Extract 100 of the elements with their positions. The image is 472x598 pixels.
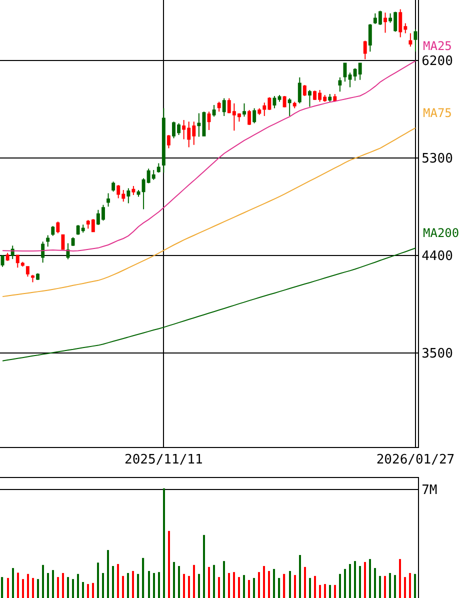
bar bbox=[42, 564, 44, 598]
bar bbox=[7, 578, 9, 598]
y-tick-label: 5300 bbox=[422, 151, 453, 166]
bar bbox=[399, 559, 401, 598]
bar bbox=[158, 572, 160, 598]
bar bbox=[27, 574, 29, 598]
candlestick bbox=[212, 104, 216, 118]
bar bbox=[82, 582, 84, 598]
bar bbox=[379, 576, 381, 598]
bar bbox=[253, 578, 255, 598]
bar bbox=[364, 562, 366, 598]
bar bbox=[163, 488, 165, 598]
bar bbox=[1, 577, 4, 598]
bar bbox=[228, 573, 230, 598]
candlestick bbox=[242, 102, 246, 118]
bar bbox=[72, 579, 74, 598]
candlestick bbox=[106, 192, 110, 208]
candlestick bbox=[6, 252, 10, 262]
candlestick bbox=[0, 254, 4, 268]
candlestick bbox=[207, 111, 211, 130]
candlestick bbox=[56, 221, 60, 234]
bar bbox=[289, 570, 291, 598]
series-label: MA200 bbox=[423, 226, 460, 240]
bar bbox=[47, 573, 49, 598]
bar bbox=[102, 573, 104, 598]
bar bbox=[258, 572, 260, 598]
candlestick bbox=[408, 32, 412, 48]
bar bbox=[183, 574, 185, 598]
bar bbox=[238, 577, 240, 598]
bar bbox=[273, 568, 276, 598]
candlestick bbox=[302, 84, 306, 96]
line-series bbox=[2, 248, 416, 362]
candlestick bbox=[36, 272, 40, 280]
candlestick bbox=[338, 76, 342, 92]
bar bbox=[168, 530, 170, 598]
bar bbox=[57, 577, 59, 598]
candlestick bbox=[112, 181, 116, 192]
bar bbox=[314, 576, 316, 598]
bar bbox=[359, 566, 361, 598]
bar bbox=[112, 566, 114, 598]
bar bbox=[213, 564, 215, 598]
x-tick-label: 2025/11/11 bbox=[124, 452, 203, 468]
bar bbox=[62, 573, 64, 598]
candlestick bbox=[248, 109, 252, 126]
bar bbox=[32, 578, 34, 598]
candlestick bbox=[71, 236, 75, 246]
candlestick bbox=[292, 101, 296, 109]
bar bbox=[77, 574, 79, 598]
candlestick bbox=[308, 90, 312, 108]
candlestick bbox=[414, 28, 418, 52]
bar bbox=[309, 578, 311, 598]
bar bbox=[22, 579, 24, 598]
bar bbox=[132, 570, 134, 598]
candlestick bbox=[126, 188, 130, 204]
bar bbox=[384, 576, 386, 598]
candlestick bbox=[51, 225, 55, 236]
bar bbox=[173, 562, 175, 598]
y-tick-label: 4400 bbox=[422, 248, 453, 264]
bar bbox=[203, 534, 205, 598]
candlestick bbox=[368, 24, 372, 52]
bar bbox=[17, 572, 19, 598]
bar bbox=[122, 576, 124, 598]
bar bbox=[349, 564, 351, 598]
bar bbox=[299, 554, 301, 598]
bar bbox=[142, 558, 144, 598]
bar bbox=[374, 568, 376, 598]
candlestick bbox=[136, 189, 140, 198]
bar bbox=[87, 584, 89, 598]
bar bbox=[324, 584, 326, 598]
bar bbox=[278, 578, 280, 598]
bar bbox=[198, 574, 200, 598]
bar bbox=[223, 561, 225, 598]
x-tick-label: 2026/01/27 bbox=[376, 452, 455, 468]
candlestick bbox=[282, 95, 286, 108]
bar bbox=[263, 566, 265, 598]
y-tick-label: 6200 bbox=[422, 54, 453, 69]
candlestick bbox=[384, 12, 387, 34]
candlestick bbox=[26, 266, 30, 278]
candlestick bbox=[272, 95, 276, 109]
bar bbox=[329, 584, 331, 598]
bar bbox=[334, 584, 336, 598]
series-label: MA25 bbox=[423, 39, 452, 53]
bar bbox=[52, 570, 54, 598]
bar bbox=[404, 577, 406, 598]
bar bbox=[37, 579, 39, 598]
bar bbox=[12, 568, 14, 598]
candlestick bbox=[162, 108, 166, 174]
y-tick-label: 7M bbox=[422, 482, 438, 498]
bar bbox=[394, 575, 396, 598]
line-series bbox=[2, 127, 416, 298]
bar bbox=[248, 580, 250, 598]
bar bbox=[319, 584, 321, 598]
bar bbox=[243, 575, 245, 598]
candlestick bbox=[41, 241, 45, 264]
bar bbox=[409, 573, 411, 598]
candlestick bbox=[288, 98, 292, 116]
candlestick bbox=[343, 62, 347, 82]
bar bbox=[148, 570, 150, 598]
bar bbox=[67, 577, 69, 598]
candlestick bbox=[278, 94, 282, 102]
